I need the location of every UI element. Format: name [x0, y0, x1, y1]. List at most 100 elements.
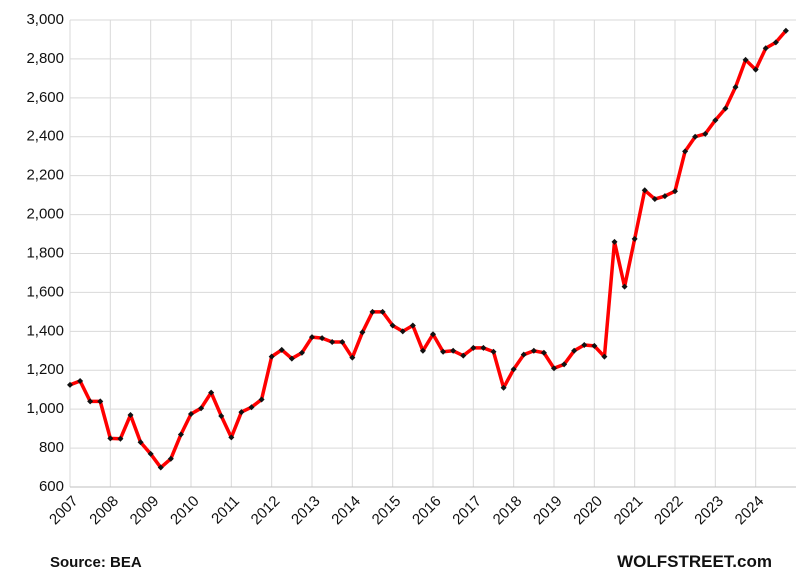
data-point: [641, 187, 648, 194]
x-tick-label: 2021: [611, 493, 647, 529]
y-tick-label: 1,400: [26, 322, 64, 339]
x-tick-label: 2009: [127, 493, 163, 529]
source-note: Source: BEA: [50, 554, 142, 571]
watermark: WOLFSTREET.com: [617, 552, 772, 571]
x-tick-label: 2024: [732, 493, 768, 529]
x-tick-label: 2008: [86, 493, 122, 529]
data-point: [450, 347, 457, 354]
data-point: [339, 339, 346, 346]
data-point: [208, 389, 215, 396]
y-tick-label: 1,000: [26, 400, 64, 417]
x-tick-label: 2012: [248, 493, 284, 529]
x-tick-label: 2015: [369, 493, 405, 529]
data-point: [510, 366, 517, 373]
data-point: [742, 56, 749, 63]
data-point: [440, 348, 447, 355]
data-point: [309, 334, 315, 341]
data-point: [319, 335, 326, 342]
x-tick-label: 2007: [46, 493, 82, 529]
data-point: [571, 347, 578, 354]
data-point: [591, 342, 598, 349]
y-tick-label: 2,400: [26, 128, 64, 145]
data-point: [551, 365, 557, 372]
data-point: [621, 283, 628, 290]
data-point: [298, 349, 305, 356]
data-point: [772, 39, 779, 46]
data-point: [288, 355, 295, 362]
x-tick-label: 2018: [490, 493, 526, 529]
data-point: [419, 347, 426, 354]
data-point: [500, 384, 507, 391]
data-point: [682, 148, 689, 155]
data-point: [77, 377, 84, 384]
data-point: [581, 341, 588, 348]
data-point: [732, 84, 739, 91]
data-point: [127, 412, 134, 419]
data-point: [157, 464, 164, 471]
data-point: [540, 349, 547, 356]
data-point: [238, 409, 245, 416]
y-tick-label: 1,600: [26, 283, 64, 300]
data-point: [430, 331, 436, 338]
data-point: [147, 450, 154, 457]
y-tick-label: 1,200: [26, 361, 64, 378]
x-tick-label: 2014: [328, 493, 364, 529]
data-point: [218, 412, 225, 419]
data-point: [460, 352, 467, 359]
x-tick-label: 2010: [167, 493, 203, 529]
data-point: [379, 308, 386, 315]
y-tick-label: 600: [39, 478, 64, 495]
data-point: [188, 411, 194, 418]
x-tick-label: 2013: [288, 493, 324, 529]
data-point: [712, 117, 719, 124]
data-point: [137, 439, 144, 446]
data-point: [268, 353, 275, 360]
data-point: [561, 361, 568, 368]
data-point: [399, 328, 406, 335]
data-point: [329, 339, 336, 346]
data-point: [722, 105, 729, 112]
data-point: [692, 133, 699, 140]
x-tick-label: 2019: [530, 493, 566, 529]
data-point: [67, 381, 73, 388]
data-line: [69, 29, 788, 470]
data-point: [258, 396, 265, 403]
data-point: [177, 431, 184, 438]
data-point: [530, 347, 537, 354]
data-point: [702, 130, 709, 137]
data-point: [87, 398, 94, 405]
y-tick-label: 1,800: [26, 244, 64, 261]
data-point: [672, 188, 678, 195]
y-tick-label: 2,000: [26, 206, 64, 223]
x-tick-label: 2016: [409, 493, 445, 529]
data-point: [611, 238, 618, 245]
data-point: [167, 455, 174, 462]
data-point: [409, 322, 416, 329]
data-point: [601, 353, 608, 360]
x-tick-label: 2022: [651, 493, 687, 529]
data-point: [117, 435, 124, 442]
y-tick-label: 800: [39, 439, 64, 456]
x-tick-label: 2023: [691, 493, 727, 529]
data-point: [782, 27, 789, 34]
data-point: [631, 235, 638, 242]
x-tick-label: 2020: [570, 493, 606, 529]
x-tick-label: 2017: [449, 493, 485, 529]
data-point: [389, 322, 396, 329]
data-point: [198, 405, 205, 412]
x-tick-label: 2011: [208, 493, 243, 528]
data-point: [369, 308, 376, 315]
data-point: [97, 398, 104, 405]
data-point: [349, 354, 356, 361]
data-point: [278, 346, 285, 353]
data-point: [651, 196, 658, 203]
data-point: [228, 434, 235, 441]
y-tick-label: 2,800: [26, 50, 64, 67]
data-point: [248, 404, 255, 411]
y-tick-label: 3,000: [26, 11, 64, 28]
data-point: [520, 351, 527, 358]
y-tick-label: 2,200: [26, 167, 64, 184]
data-point: [490, 348, 497, 355]
